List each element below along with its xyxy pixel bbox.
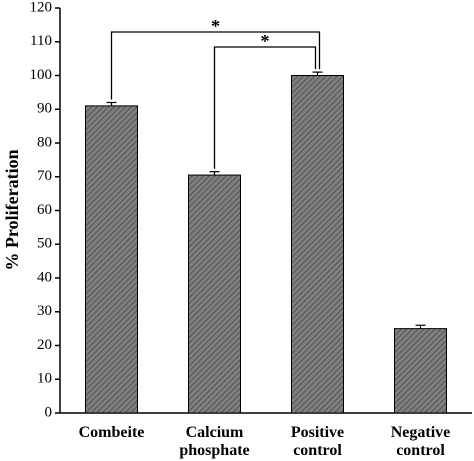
y-tick-label: 20 [37,337,52,353]
y-tick-label: 90 [37,101,52,117]
annotation: * [211,16,220,36]
x-tick-label: Combeite [79,424,145,441]
bracket [213,46,317,169]
y-tick-label: 10 [37,371,52,387]
bar [394,328,447,414]
bar [291,75,344,414]
annotation: * [261,31,270,51]
x-tick-label: Negative control [391,424,451,459]
x-tick-label: Calcium phosphate [179,424,249,459]
y-tick-label: 110 [30,33,52,49]
y-tick-label: 60 [37,202,52,218]
y-axis-label: % Proliferation [2,149,22,270]
y-tick-label: 70 [37,168,52,184]
y-tick-label: 100 [30,67,53,83]
y-tick-label: 40 [37,269,52,285]
y-tick-label: 120 [30,0,53,15]
bracket [110,31,321,100]
x-tick-label: Positive control [291,424,344,459]
y-tick-label: 30 [37,303,52,319]
y-tick-label: 50 [37,236,52,252]
bar [85,105,138,414]
y-tick-label: 80 [37,134,52,150]
bar [188,174,241,414]
y-tick-label: 0 [45,404,53,420]
